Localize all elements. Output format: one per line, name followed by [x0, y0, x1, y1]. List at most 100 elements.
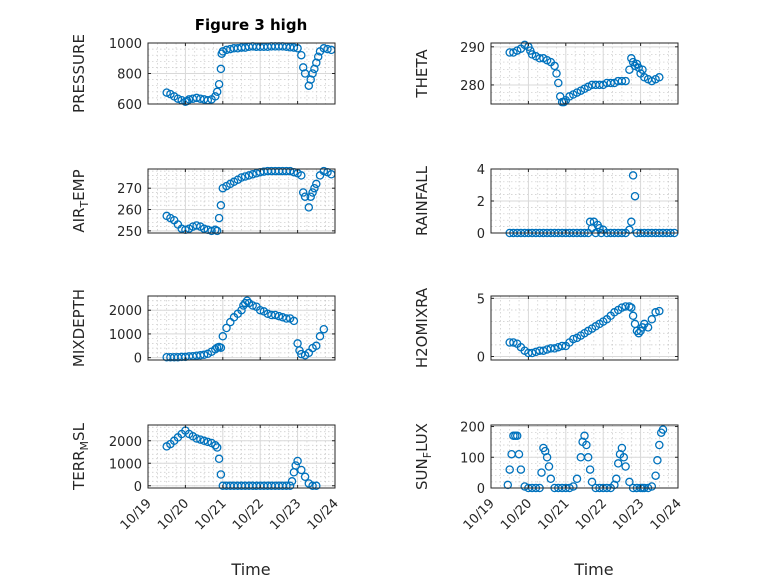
data-point — [216, 343, 226, 352]
data-series — [505, 40, 664, 107]
data-point — [298, 188, 308, 197]
data-point — [582, 440, 591, 450]
grid-lines — [490, 168, 679, 234]
data-point — [552, 69, 561, 78]
data-point — [216, 201, 226, 210]
data-point — [559, 97, 569, 107]
data-point — [237, 305, 246, 315]
data-point — [244, 171, 254, 180]
data-series — [162, 296, 329, 362]
data-point — [312, 179, 321, 189]
data-point — [643, 323, 653, 332]
data-point — [509, 338, 518, 347]
data-point — [173, 94, 183, 103]
data-point — [214, 213, 224, 223]
data-point — [655, 306, 664, 316]
data-point — [315, 332, 325, 341]
data-point — [537, 468, 546, 477]
data-point — [183, 96, 192, 106]
data-point — [297, 465, 306, 475]
data-point — [627, 303, 636, 312]
data-point — [308, 481, 317, 491]
data-point — [313, 52, 323, 61]
data-point — [211, 92, 220, 101]
data-point — [211, 441, 220, 450]
y-tick-label: 2000 — [109, 435, 142, 450]
axes-box — [490, 42, 679, 105]
data-point — [587, 477, 597, 487]
subplot-h2omixra: 0 5 H2OMIXRA — [413, 287, 679, 368]
data-point — [255, 305, 265, 315]
data-point — [216, 470, 226, 479]
x-tick-label: 10/21 — [193, 496, 230, 533]
y-tick-label: 1000 — [109, 328, 142, 343]
data-point — [617, 443, 627, 453]
grid-lines — [147, 295, 336, 360]
x-tick-label: 10/19 — [461, 496, 498, 533]
data-point — [248, 170, 257, 179]
y-axis-label: H2OMIXRA — [413, 287, 431, 368]
data-point — [516, 465, 526, 474]
data-point — [655, 440, 664, 450]
y-tick-label: 2 — [477, 195, 485, 210]
data-point — [242, 296, 252, 305]
axes-box — [147, 295, 336, 361]
y-tick-label: 200 — [460, 421, 485, 436]
data-point — [323, 44, 332, 54]
data-point — [240, 172, 250, 181]
y-axis-label: AIRTEMP — [70, 169, 91, 232]
data-point — [505, 465, 514, 474]
axes-box — [147, 168, 336, 234]
data-point — [203, 437, 213, 447]
y-tick-label: 0 — [134, 352, 142, 367]
data-point — [289, 43, 299, 52]
x-tick-label: 10/19 — [118, 496, 155, 533]
data-point — [212, 87, 222, 97]
data-point — [542, 453, 552, 462]
data-point — [505, 48, 514, 57]
subplot-pressure: 600 800 1000 PRESSURE — [70, 34, 336, 113]
data-point — [218, 332, 228, 341]
y-tick-label: 250 — [117, 225, 142, 240]
x-tick-label: 10/21 — [536, 496, 573, 533]
data-point — [304, 203, 314, 212]
data-point — [625, 477, 634, 487]
data-series — [162, 426, 321, 491]
x-tick-label: 10/20 — [498, 496, 535, 533]
data-point — [297, 171, 306, 180]
y-tick-label: 4 — [477, 163, 485, 178]
axes-box — [490, 295, 679, 361]
data-point — [293, 456, 302, 466]
data-point — [237, 173, 246, 182]
data-point — [274, 311, 284, 321]
y-tick-label: 270 — [117, 182, 142, 197]
subplot-mixdepth: 0 1000 2000 MIXDEPTH — [70, 289, 336, 367]
data-point — [651, 308, 660, 317]
data-point — [621, 462, 630, 471]
data-point — [319, 166, 329, 176]
data-point — [527, 348, 537, 358]
data-point — [580, 431, 589, 441]
data-point — [655, 73, 664, 82]
data-point — [585, 465, 595, 474]
data-point — [569, 334, 578, 344]
data-point — [606, 78, 615, 88]
data-point — [285, 166, 295, 176]
data-point — [634, 328, 643, 338]
data-point — [226, 317, 235, 327]
data-point — [572, 474, 582, 484]
data-point — [535, 54, 544, 63]
data-point — [544, 462, 554, 471]
data-point — [300, 472, 310, 482]
x-axis-label-left: Time — [230, 560, 270, 579]
x-tick-label: 10/24 — [648, 496, 685, 533]
data-series — [505, 302, 664, 358]
y-tick-label: 260 — [117, 204, 142, 219]
y-tick-label: 1000 — [109, 37, 142, 52]
data-point — [218, 47, 228, 56]
data-point — [282, 314, 291, 323]
data-point — [621, 302, 630, 311]
axes-box — [490, 424, 679, 489]
data-point — [300, 192, 310, 201]
